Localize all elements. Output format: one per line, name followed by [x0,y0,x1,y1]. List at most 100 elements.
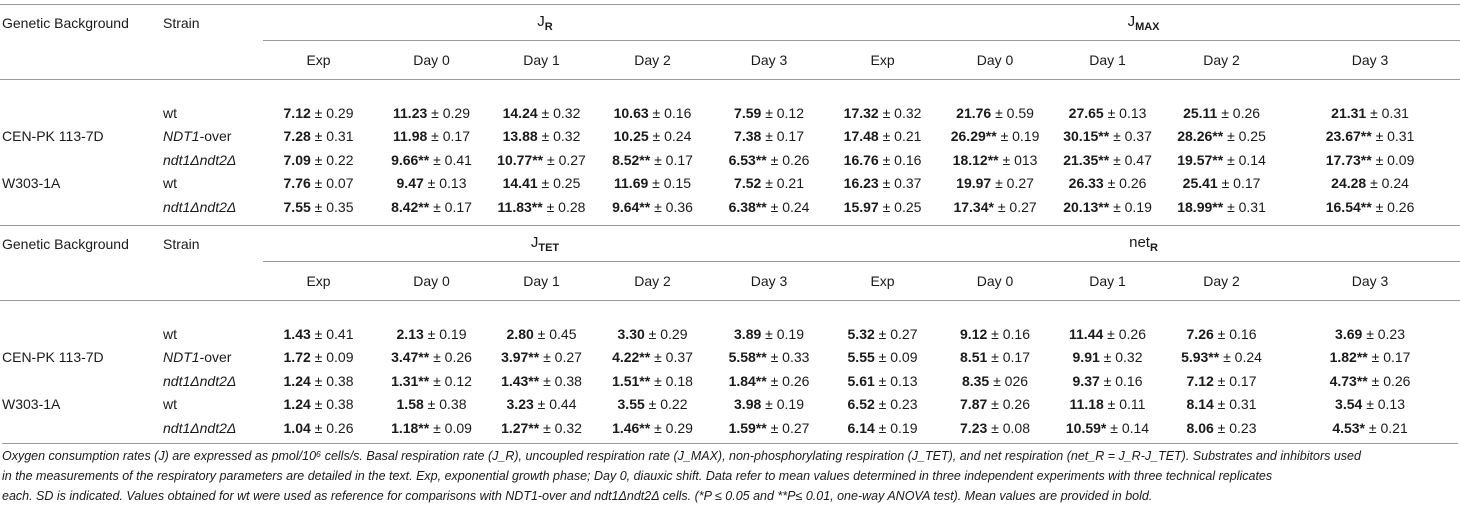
table-row: wt 1.43 ± 0.41 2.13 ± 0.19 2.80 ± 0.45 3.30 … [0,322,1460,346]
strain-cell: wt [163,393,263,417]
sd-value: ± 0.41 [433,151,472,168]
sd-value: ± 0.32 [541,104,581,121]
value-cell: 3.47** ± 0.26 [374,346,489,370]
value-cell: 7.76 ± 0.07 [263,172,374,196]
mean-value: 1.04 [283,419,311,436]
sd-value: ± 0.19 [878,419,918,436]
value-cell: 8.06 ± 0.23 [1163,416,1280,440]
value-cell: 16.54** ± 0.26 [1280,195,1460,219]
column-header: Day 3 [1351,273,1389,289]
value-cell: 1.27** ± 0.32 [489,416,594,440]
sd-value: ± 0.26 [1107,175,1147,192]
mean-value: 4.73** [1329,372,1368,389]
mean-value: 6.38** [728,198,767,215]
sd-value: ± 0.16 [882,151,922,168]
group-subscript: R [544,20,553,33]
strain-name: ndt1Δndt2Δ [163,151,237,168]
sd-value: ± 0.08 [991,419,1030,436]
mean-value: 10.77** [497,151,544,168]
strain-cell: ndt1Δndt2Δ [163,416,263,440]
mean-value: 1.27** [501,419,540,436]
column-header: Day 2 [634,52,671,68]
value-cell: 7.38 ± 0.17 [711,125,827,149]
group-base: J [537,12,545,30]
group-base: J [1127,12,1136,30]
sd-value: ± 0.13 [878,372,918,389]
mean-value: 7.26 [1186,325,1214,342]
strain-name: wt [163,325,177,342]
sd-value: ± 0.17 [765,128,805,145]
genetic-background-cell: W303-1A [2,396,61,413]
column-header: Day 2 [1203,52,1240,68]
value-cell: 11.23 ± 0.29 [374,101,489,125]
sd-value: ± 0.21 [765,175,805,192]
value-cell: 1.59** ± 0.27 [711,416,827,440]
mean-value: 7.52 [734,175,762,192]
value-cell: 2.80 ± 0.45 [489,322,594,346]
value-cell: 11.83** ± 0.28 [489,195,594,219]
value-cell: 26.29** ± 0.19 [938,125,1052,149]
value-cell: 1.58 ± 0.38 [374,393,489,417]
table-row: ndt1Δndt2Δ 7.55 ± 0.35 8.42** ± 0.17 11.83*… [0,195,1460,219]
mean-value: 1.18** [391,419,430,436]
value-cell: 26.33 ± 0.26 [1052,172,1163,196]
sd-value: ± 0.31 [1217,396,1257,413]
value-cell: 11.44 ± 0.26 [1052,322,1163,346]
mean-value: 8.51 [960,349,988,366]
mean-value: 9.37 [1072,372,1100,389]
value-cell: 17.34* ± 0.27 [938,195,1052,219]
mean-value: 6.53** [728,151,767,168]
mean-value: 7.38 [734,128,762,145]
strain-header: Strain [163,235,200,252]
mean-value: 1.43** [501,372,540,389]
value-cell: 25.41 ± 0.17 [1163,172,1280,196]
value-cell: 1.51** ± 0.18 [594,369,711,393]
caption-line: each. SD is indicated. Values obtained f… [2,489,1153,503]
sd-value: ± 0.26 [433,349,472,366]
mean-value: 1.82** [1329,349,1368,366]
column-header: Day 2 [1203,273,1240,289]
value-cell: 19.97 ± 0.27 [938,172,1052,196]
group-subscript: TET [538,241,560,254]
sd-value: ± 0.38 [427,396,467,413]
sd-value: ± 0.59 [995,104,1034,121]
value-cell: 1.72 ± 0.09 [263,346,374,370]
sd-value: ± 0.23 [1366,325,1406,342]
sd-value: ± 0.26 [1221,104,1261,121]
caption-line: in the measurements of the respiratory p… [2,469,1273,483]
mean-value: 1.24 [283,396,311,413]
column-header: Exp [870,273,895,289]
column-header: Day 3 [1351,52,1389,68]
value-cell: 1.31** ± 0.12 [374,369,489,393]
sd-value: ± 0.41 [314,325,354,342]
sd-value: ± 0.31 [1227,198,1266,215]
mean-value: 5.61 [847,372,875,389]
strain-cell: NDT1-over [163,125,263,149]
sd-value: ± 013 [1002,151,1038,168]
strain-header: Strain [163,14,200,31]
sd-value: ± 0.18 [654,372,693,389]
sd-value: ± 0.29 [648,325,688,342]
sd-value: ± 0.36 [654,198,693,215]
value-cell: 21.31 ± 0.31 [1280,101,1460,125]
sd-value: ± 0.17 [1221,175,1261,192]
sd-value: ± 0.44 [537,396,577,413]
table-row: wt 7.12 ± 0.29 11.23 ± 0.29 14.24 ± 0.32 10.… [0,101,1460,125]
value-cell: 10.59* ± 0.14 [1052,416,1163,440]
column-header: Day 3 [750,273,788,289]
value-cell: 3.69 ± 0.23 [1280,322,1460,346]
sd-value: ± 0.11 [1107,396,1146,413]
column-header: Day 0 [413,273,450,289]
sd-value: ± 0.31 [1370,104,1409,121]
value-cell: 3.54 ± 0.13 [1280,393,1460,417]
sd-value: ± 0.31 [1375,128,1415,145]
sd-value: ± 0.15 [652,175,691,192]
value-cell: 7.28 ± 0.31 [263,125,374,149]
column-header: Day 3 [750,52,788,68]
sd-value: ± 0.38 [314,396,354,413]
value-cell: 7.55 ± 0.35 [263,195,374,219]
sd-value: ± 0.27 [770,419,810,436]
mean-value: 5.58** [728,349,767,366]
value-cell: 30.15** ± 0.37 [1052,125,1163,149]
